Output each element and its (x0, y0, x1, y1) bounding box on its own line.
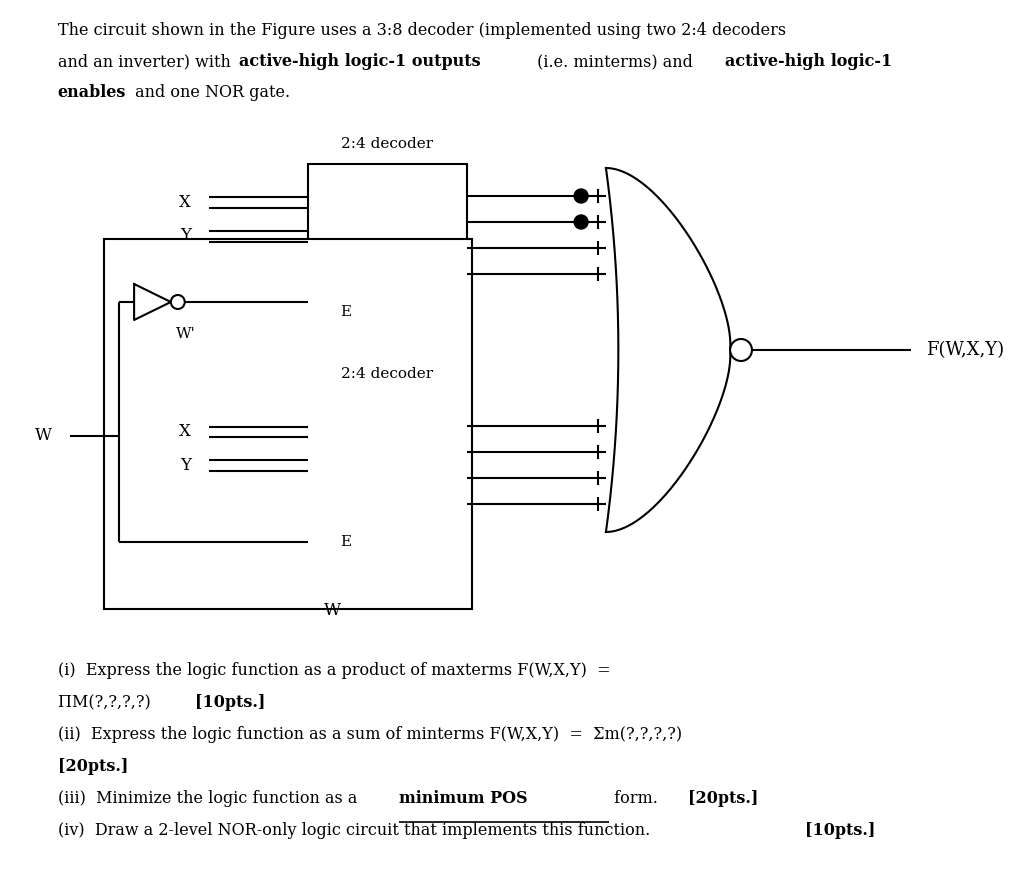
Text: active-high logic-1 outputs: active-high logic-1 outputs (240, 53, 481, 70)
FancyBboxPatch shape (308, 164, 467, 354)
Text: Y: Y (180, 458, 190, 475)
Text: minimum POS: minimum POS (399, 790, 528, 807)
Text: X: X (179, 194, 190, 210)
Text: 2:4 decoder: 2:4 decoder (341, 367, 433, 381)
Text: [20pts.]: [20pts.] (688, 790, 759, 807)
Text: E: E (340, 535, 351, 549)
Text: (iii)  Minimize the logic function as a: (iii) Minimize the logic function as a (57, 790, 362, 807)
Text: F(W,X,Y): F(W,X,Y) (926, 341, 1004, 359)
Text: form.: form. (609, 790, 663, 807)
Circle shape (574, 215, 588, 229)
Text: ΠM(?,?,?,?): ΠM(?,?,?,?) (57, 694, 156, 711)
Text: active-high logic-1: active-high logic-1 (725, 53, 892, 70)
Text: and an inverter) with: and an inverter) with (57, 53, 236, 70)
Text: The circuit shown in the Figure uses a 3:8 decoder (implemented using two 2:4 de: The circuit shown in the Figure uses a 3… (57, 22, 785, 39)
Text: W: W (325, 602, 341, 619)
Text: E: E (340, 305, 351, 319)
Text: W: W (35, 428, 51, 445)
Text: [20pts.]: [20pts.] (57, 758, 128, 775)
Text: W': W' (176, 327, 196, 341)
Text: Y: Y (180, 227, 190, 245)
Text: (ii)  Express the logic function as a sum of minterms F(W,X,Y)  =  Σm(?,?,?,?): (ii) Express the logic function as a sum… (57, 726, 682, 743)
Circle shape (730, 339, 752, 361)
Text: 2:4 decoder: 2:4 decoder (341, 137, 433, 151)
Text: (i.e. minterms) and: (i.e. minterms) and (532, 53, 698, 70)
Text: (i)  Express the logic function as a product of maxterms F(W,X,Y)  =: (i) Express the logic function as a prod… (57, 662, 610, 679)
FancyBboxPatch shape (104, 239, 472, 609)
Text: and one NOR gate.: and one NOR gate. (130, 84, 290, 101)
Text: [10pts.]: [10pts.] (805, 822, 874, 839)
Text: [10pts.]: [10pts.] (195, 694, 265, 711)
Circle shape (574, 189, 588, 203)
Text: enables: enables (57, 84, 126, 101)
Circle shape (171, 295, 184, 309)
Text: (iv)  Draw a 2-level NOR-only logic circuit that implements this function.: (iv) Draw a 2-level NOR-only logic circu… (57, 822, 655, 839)
Text: X: X (179, 423, 190, 440)
FancyBboxPatch shape (308, 394, 467, 584)
